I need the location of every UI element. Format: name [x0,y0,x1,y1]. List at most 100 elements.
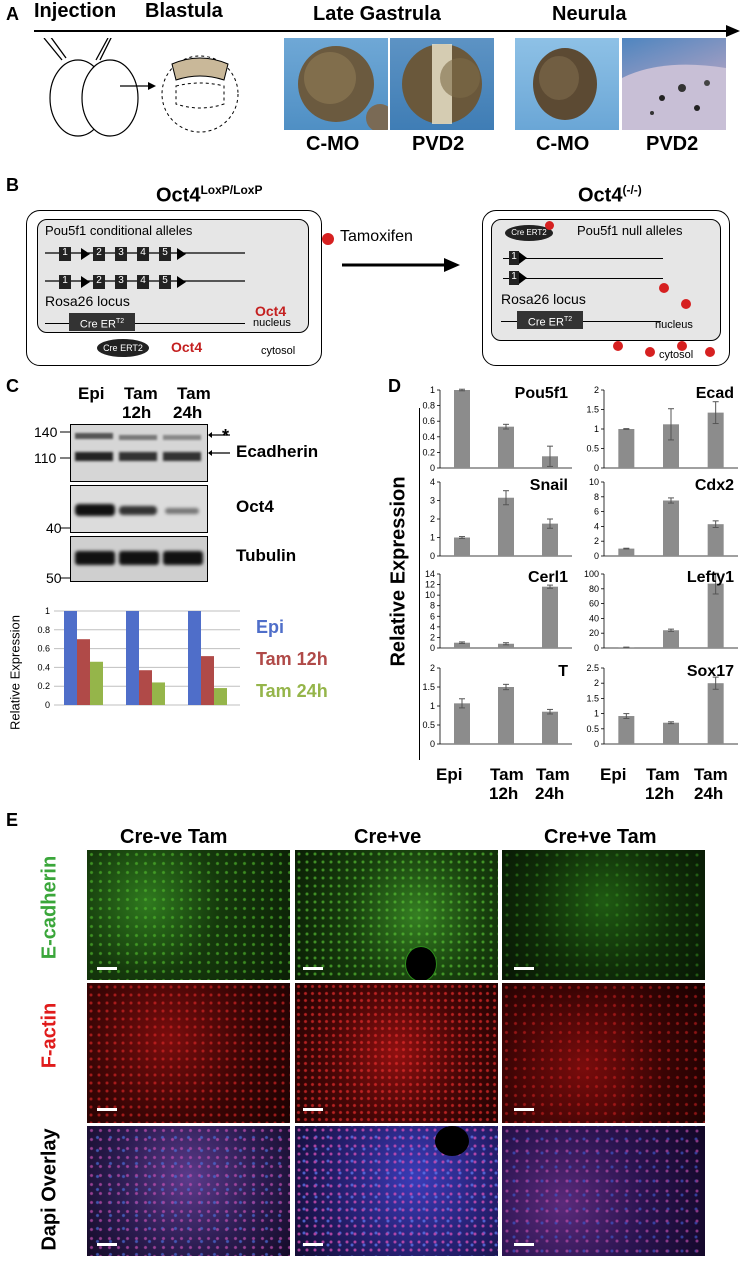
bar-tam-24h [542,711,558,744]
null-allele-row-1: 1 [503,251,673,265]
bar-tam-24h [542,586,558,648]
y-tick-label: 0.5 [422,720,435,730]
y-tick-label: 0 [594,551,599,561]
chart-title: Lefty1 [687,569,734,586]
chart-title: Pou5f1 [515,385,568,402]
y-tick-label: 2 [594,385,599,395]
marker-110: 110 [34,450,57,466]
loxp-site [81,276,90,288]
loxp-site [177,276,186,288]
exon-box: 1 [59,247,71,261]
nucleus-label: nucleus [253,317,291,329]
micrograph-ecad-crepos-tam [502,850,705,980]
legend-entry: Tam 12h [256,649,328,669]
y-tick-label: 0.8 [37,625,50,635]
y-tick-label: 100 [584,569,599,579]
tamoxifen-dot [322,233,334,245]
y-tick-label: 0 [430,739,435,749]
bar-epi [618,429,635,468]
y-tick-label: 0.2 [422,447,435,457]
bar-tam-12h [663,424,679,468]
y-tick-label: 1.5 [422,682,435,692]
exon-box: 1 [509,251,519,265]
scale-bar [97,1243,117,1246]
null-alleles-label: Pou5f1 null alleles [577,223,683,238]
micrograph-dapi-creve-tam [87,1126,290,1256]
micrograph-ecad-creve-tam [87,850,290,980]
micrograph-ecad-crepos [295,850,498,980]
oct4-nuclear-label: Oct4 [255,303,287,319]
panel-b-letter: B [6,175,19,195]
lane-label-tam12-line1: Tam [124,384,158,403]
chart-title: T [558,663,568,680]
micrograph-factin-creve-tam [87,983,290,1123]
y-tick-label: 4 [430,622,435,632]
x-category-label: Ecad [66,714,102,715]
y-tick-label: 1 [430,533,435,543]
tamoxifen-dot [545,221,554,230]
y-tick-label: 0 [594,643,599,653]
panel-c-ylabel: Relative Expression [7,615,23,730]
y-tick-label: 0 [430,643,435,653]
bar-epi [618,716,635,744]
bar-tam-24h [214,688,227,705]
loxp-site [177,248,186,260]
y-tick-label: 0 [594,739,599,749]
y-tick-label: 2 [594,536,599,546]
e-row-label-ecadherin: E-cadherin [38,855,61,960]
blot-label-tubulin: Tubulin [236,546,297,565]
bar-tam-12h [498,687,514,744]
y-tick-label: 6 [594,507,599,517]
panel-c-bar-chart: 0 0.2 0.4 0.6 0.8 1 Ecad prEcad* Oct4 Epi Tam 12h T… [37,606,328,715]
d-xcat-tam24-right: Tam [694,765,728,784]
y-tick-label: 0 [430,463,435,473]
y-tick-label: 8 [594,492,599,502]
lane-label-tam12-line2: 12h [122,403,152,422]
stage-injection: Injection [34,0,117,22]
panel-d-ylabel: Relative Expression [387,476,410,667]
bar-epi [188,611,201,705]
bar-tam-24h [707,524,724,556]
exon-box: 4 [137,247,149,261]
micrograph-dapi-crepos-tam [502,1126,705,1256]
star-marker: * [222,426,230,446]
conditional-alleles-label: Pou5f1 conditional alleles [45,223,193,238]
bar-tam-12h [663,500,679,556]
exon-box: 3 [115,247,127,261]
micrograph-dapi-crepos [295,1126,498,1256]
bar-tam-12h [498,497,514,556]
x-category-label: prEcad* [117,714,174,715]
embryo-photo-neurula-pvd2 [622,38,726,130]
scale-bar [303,1243,323,1246]
y-tick-label: 1 [45,606,50,616]
allele-row-1: 1 2 3 4 5 [59,247,259,261]
micrograph-factin-crepos [295,983,498,1123]
x-category-label: Oct4 [191,714,225,715]
tamoxifen-label: Tamoxifen [340,228,413,245]
marker-40: 40 [46,520,62,536]
genotype-loxp-title: Oct4LoxP/LoxP [156,183,263,207]
bar-tam-24h [90,661,103,705]
bar-tam-24h [707,583,724,648]
cell-after-diagram: Cre ERT2 Pou5f1 null alleles 1 1 Rosa26 … [482,210,730,366]
scale-bar [514,967,534,970]
blot-ecadherin [70,424,208,482]
y-tick-label: 1 [594,709,599,719]
allele-row-2: 1 2 3 4 5 [59,275,259,289]
bar-tam-24h [542,523,558,556]
y-tick-label: 2.5 [586,663,599,673]
y-tick-label: 0.6 [37,644,50,654]
null-allele-row-2: 1 [503,271,673,285]
y-tick-label: 12 [425,580,435,590]
exon-box: 5 [159,275,171,289]
e-col-title-crepos-tam: Cre+ve Tam [544,826,657,848]
e-col-title-creve-tam: Cre-ve Tam [120,826,228,848]
bar-epi [454,390,470,468]
rosa26-line [45,323,245,324]
tamoxifen-dot [659,283,669,293]
chart-title: Cerl1 [528,569,568,586]
cre-ert2-nuclear: Cre ERT2 [505,225,553,241]
y-tick-label: 8 [430,601,435,611]
y-tick-label: 0 [45,700,50,710]
